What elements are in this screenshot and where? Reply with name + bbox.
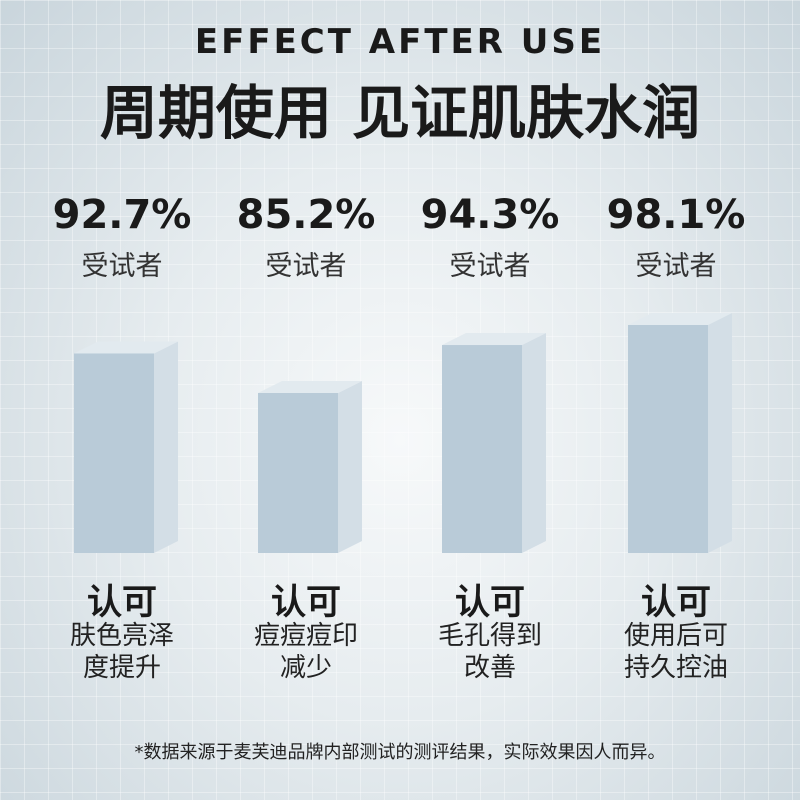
- value-label: 98.1%: [606, 192, 746, 238]
- bar: [74, 341, 178, 553]
- value-caption: 受试者: [635, 251, 717, 282]
- value-label: 92.7%: [52, 192, 192, 238]
- category-header: 认可: [640, 583, 711, 623]
- category-label: 毛孔得到改善: [437, 621, 542, 683]
- value-caption: 受试者: [265, 251, 347, 282]
- category-header: 认可: [270, 583, 341, 623]
- bar: [258, 381, 362, 553]
- value-label: 94.3%: [420, 192, 560, 238]
- category-label: 肤色亮泽度提升: [69, 621, 174, 683]
- category-header: 认可: [454, 583, 525, 623]
- category-label: 使用后可持久控油: [623, 621, 728, 683]
- chart-title: 周期使用 见证肌肤水润: [99, 79, 701, 147]
- value-caption: 受试者: [81, 251, 163, 282]
- bar: [628, 313, 732, 553]
- bar: [442, 333, 546, 553]
- category-label: 痘痘痘印减少: [253, 621, 358, 683]
- overline: EFFECT AFTER USE: [194, 22, 606, 62]
- value-label: 85.2%: [236, 192, 376, 238]
- footnote: *数据来源于麦芙迪品牌内部测试的测评结果，实际效果因人而异。: [134, 742, 666, 763]
- value-caption: 受试者: [449, 251, 531, 282]
- category-header: 认可: [86, 583, 157, 623]
